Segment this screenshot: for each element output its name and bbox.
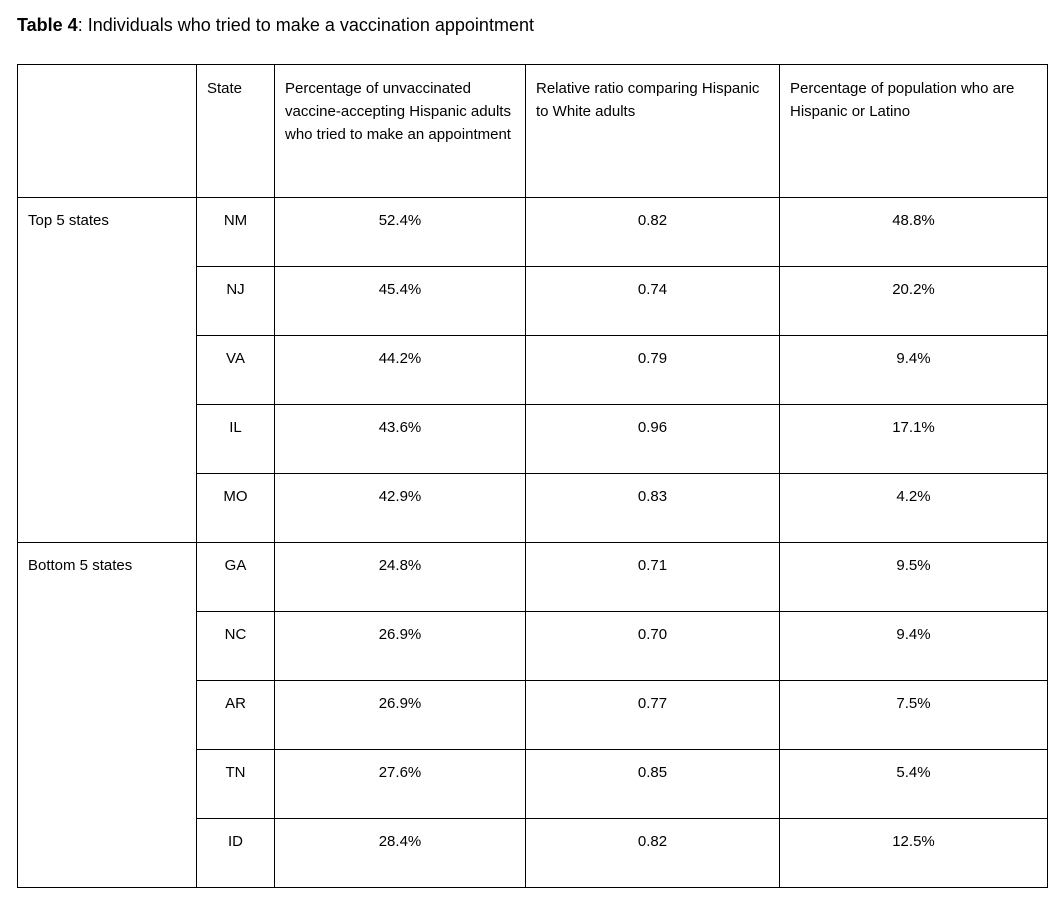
header-tried-percentage: Percentage of unvaccinated vaccine-accep… (274, 64, 526, 198)
state-cell: NC (196, 611, 275, 681)
table-row: IL 43.6% 0.96 17.1% (18, 404, 1048, 474)
table-row: NJ 45.4% 0.74 20.2% (18, 266, 1048, 336)
population-percentage-cell: 9.4% (779, 611, 1048, 681)
tried-percentage-cell: 43.6% (274, 404, 526, 474)
relative-ratio-cell: 0.85 (525, 749, 780, 819)
state-cell: AR (196, 680, 275, 750)
tried-percentage-cell: 26.9% (274, 611, 526, 681)
relative-ratio-cell: 0.79 (525, 335, 780, 405)
tried-percentage-cell: 27.6% (274, 749, 526, 819)
population-percentage-cell: 9.5% (779, 542, 1048, 612)
population-percentage-cell: 20.2% (779, 266, 1048, 336)
state-cell: VA (196, 335, 275, 405)
population-percentage-cell: 7.5% (779, 680, 1048, 750)
relative-ratio-cell: 0.70 (525, 611, 780, 681)
header-relative-ratio: Relative ratio comparing Hispanic to Whi… (525, 64, 780, 198)
population-percentage-cell: 9.4% (779, 335, 1048, 405)
header-group (17, 64, 197, 198)
population-percentage-cell: 4.2% (779, 473, 1048, 543)
state-cell: IL (196, 404, 275, 474)
vaccination-appointment-table: State Percentage of unvaccinated vaccine… (17, 64, 1048, 888)
table-row: ID 28.4% 0.82 12.5% (18, 818, 1048, 888)
relative-ratio-cell: 0.96 (525, 404, 780, 474)
page-title: Table 4: Individuals who tried to make a… (17, 13, 1064, 37)
relative-ratio-cell: 0.77 (525, 680, 780, 750)
table-number-label: Table 4 (17, 15, 78, 35)
table-row: AR 26.9% 0.77 7.5% (18, 680, 1048, 750)
population-percentage-cell: 17.1% (779, 404, 1048, 474)
relative-ratio-cell: 0.82 (525, 818, 780, 888)
group-label-bottom5: Bottom 5 states (17, 542, 197, 888)
state-cell: MO (196, 473, 275, 543)
tried-percentage-cell: 52.4% (274, 197, 526, 267)
population-percentage-cell: 48.8% (779, 197, 1048, 267)
group-label-top5: Top 5 states (17, 197, 197, 543)
table-caption-text: : Individuals who tried to make a vaccin… (77, 15, 534, 35)
population-percentage-cell: 5.4% (779, 749, 1048, 819)
relative-ratio-cell: 0.83 (525, 473, 780, 543)
table-header: State Percentage of unvaccinated vaccine… (17, 64, 1048, 198)
table-row: Top 5 states NM 52.4% 0.82 48.8% (17, 197, 1048, 543)
tried-percentage-cell: 44.2% (274, 335, 526, 405)
table-row: VA 44.2% 0.79 9.4% (18, 335, 1048, 405)
state-cell: ID (196, 818, 275, 888)
tried-percentage-cell: 42.9% (274, 473, 526, 543)
tried-percentage-cell: 26.9% (274, 680, 526, 750)
header-state: State (196, 64, 275, 198)
tried-percentage-cell: 28.4% (274, 818, 526, 888)
relative-ratio-cell: 0.71 (525, 542, 780, 612)
table-row: NC 26.9% 0.70 9.4% (18, 611, 1048, 681)
state-cell: NJ (196, 266, 275, 336)
tried-percentage-cell: 24.8% (274, 542, 526, 612)
population-percentage-cell: 12.5% (779, 818, 1048, 888)
table-row: MO 42.9% 0.83 4.2% (18, 473, 1048, 543)
relative-ratio-cell: 0.82 (525, 197, 780, 267)
header-population-percentage: Percentage of population who are Hispani… (779, 64, 1048, 198)
table-body: Top 5 states NM 52.4% 0.82 48.8% NJ 45.4… (17, 197, 1048, 888)
state-cell: NM (196, 197, 275, 267)
relative-ratio-cell: 0.74 (525, 266, 780, 336)
state-cell: TN (196, 749, 275, 819)
state-cell: GA (196, 542, 275, 612)
header-row: State Percentage of unvaccinated vaccine… (17, 64, 1048, 198)
table-row: TN 27.6% 0.85 5.4% (18, 749, 1048, 819)
table-row: Bottom 5 states GA 24.8% 0.71 9.5% (17, 542, 1048, 888)
tried-percentage-cell: 45.4% (274, 266, 526, 336)
